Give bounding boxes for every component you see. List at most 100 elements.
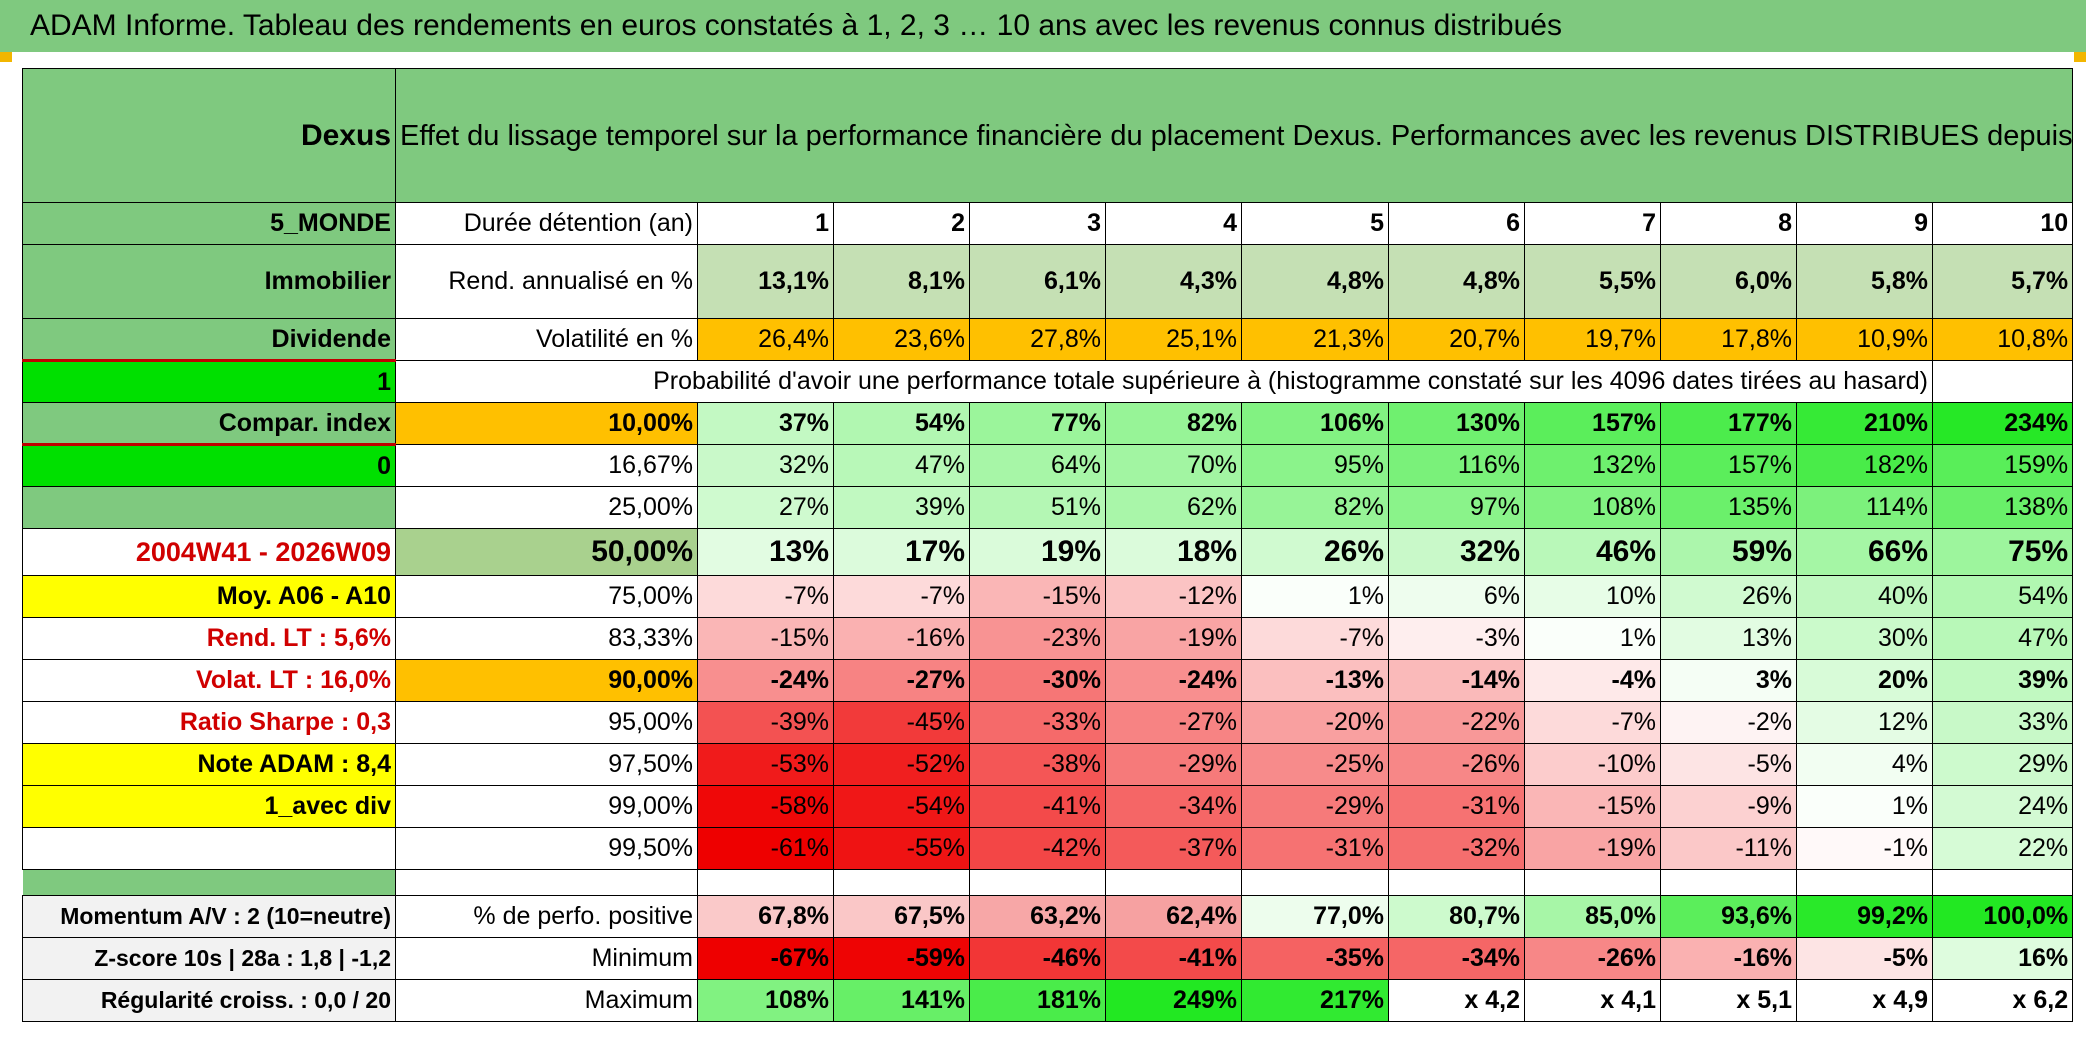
- prob-value: 19%: [969, 528, 1106, 576]
- category-label: Immobilier: [22, 244, 396, 319]
- prob-value: -15%: [697, 617, 834, 660]
- prob-value: 27%: [697, 486, 834, 529]
- prob-value: -29%: [1241, 785, 1389, 828]
- probability-level: 75,00%: [395, 575, 698, 618]
- prob-value: -58%: [697, 785, 834, 828]
- rend-label: Rend. annualisé en %: [395, 244, 698, 319]
- min-cell: -34%: [1388, 937, 1525, 980]
- left-label: Volat. LT : 16,0%: [22, 659, 396, 702]
- separator-cell: [969, 869, 1106, 896]
- min-cell: -59%: [833, 937, 970, 980]
- left-label: Note ADAM : 8,4: [22, 743, 396, 786]
- left-label: 2004W41 - 2026W09: [22, 528, 396, 576]
- left-label: 0: [22, 443, 396, 487]
- rend-cell: 6,1%: [969, 244, 1106, 319]
- prob-value: -33%: [969, 701, 1106, 744]
- prob-value: -15%: [1524, 785, 1661, 828]
- rend-cell: 6,0%: [1660, 244, 1797, 319]
- year-header: 5: [1241, 202, 1389, 245]
- pos-label: % de perfo. positive: [395, 895, 698, 938]
- prob-value: -24%: [697, 659, 834, 702]
- prob-value: -25%: [1241, 743, 1389, 786]
- prob-value: -12%: [1105, 575, 1242, 618]
- prob-value: 77%: [969, 402, 1106, 445]
- probability-level: 99,50%: [395, 827, 698, 870]
- year-header: 2: [833, 202, 970, 245]
- vol-cell: 20,7%: [1388, 318, 1525, 361]
- prob-value: 177%: [1660, 402, 1797, 445]
- probability-level: 99,00%: [395, 785, 698, 828]
- rend-cell: 4,8%: [1388, 244, 1525, 319]
- rend-cell: 5,7%: [1931, 244, 2074, 319]
- rend-cell: 8,1%: [833, 244, 970, 319]
- prob-value: 97%: [1388, 486, 1525, 529]
- flag-cell: 1: [22, 359, 396, 403]
- min-cell: -26%: [1524, 937, 1661, 980]
- left-label: 1_avec div: [22, 785, 396, 828]
- year-header: 3: [969, 202, 1106, 245]
- year-header: 9: [1796, 202, 1933, 245]
- prob-caption: Probabilité d'avoir une performance tota…: [395, 360, 1933, 403]
- prob-value: 106%: [1241, 402, 1389, 445]
- year-header: 6: [1388, 202, 1525, 245]
- prob-value: 40%: [1796, 575, 1933, 618]
- prob-value: 47%: [1931, 617, 2074, 660]
- min-label: Minimum: [395, 937, 698, 980]
- prob-value: 32%: [697, 444, 834, 487]
- prob-value: -13%: [1241, 659, 1389, 702]
- probability-level: 95,00%: [395, 701, 698, 744]
- separator-cell: [1388, 869, 1525, 896]
- prob-value: -9%: [1660, 785, 1797, 828]
- prob-value: -14%: [1388, 659, 1525, 702]
- max-cell: x 4,9: [1796, 979, 1933, 1022]
- probability-level: 90,00%: [395, 659, 698, 702]
- separator-cell: [1105, 869, 1242, 896]
- separator-cell: [1796, 869, 1933, 896]
- prob-value: -52%: [833, 743, 970, 786]
- prob-value: -61%: [697, 827, 834, 870]
- prob-value: -15%: [969, 575, 1106, 618]
- max-cell: x 6,2: [1931, 979, 2074, 1022]
- left-label: Moy. A06 - A10: [22, 575, 396, 618]
- min-cell: -35%: [1241, 937, 1389, 980]
- pos-cell: 100,0%: [1931, 895, 2074, 938]
- distribution-label: Dividende: [22, 318, 396, 361]
- prob-value: 10%: [1524, 575, 1661, 618]
- prob-value: 54%: [1931, 575, 2074, 618]
- vol-cell: 19,7%: [1524, 318, 1661, 361]
- prob-value: 138%: [1931, 486, 2074, 529]
- min-cell: -46%: [969, 937, 1106, 980]
- rend-cell: 13,1%: [697, 244, 834, 319]
- prob-value: -7%: [833, 575, 970, 618]
- max-cell: x 5,1: [1660, 979, 1797, 1022]
- prob-value: 20%: [1796, 659, 1933, 702]
- pos-cell: 85,0%: [1524, 895, 1661, 938]
- separator-cell: [1241, 869, 1389, 896]
- prob-value: 159%: [1931, 444, 2074, 487]
- prob-value: 37%: [697, 402, 834, 445]
- min-cell: -16%: [1660, 937, 1797, 980]
- duration-label: Durée détention (an): [395, 202, 698, 245]
- probability-level: 10,00%: [395, 402, 698, 445]
- empty-cell: [22, 827, 396, 870]
- prob-value: 62%: [1105, 486, 1242, 529]
- prob-value: 13%: [1660, 617, 1797, 660]
- rend-cell: 4,8%: [1241, 244, 1389, 319]
- prob-value: -1%: [1796, 827, 1933, 870]
- prob-value: -45%: [833, 701, 970, 744]
- prob-value: -54%: [833, 785, 970, 828]
- vol-cell: 21,3%: [1241, 318, 1389, 361]
- rend-cell: 4,3%: [1105, 244, 1242, 319]
- pos-cell: 67,5%: [833, 895, 970, 938]
- prob-value: 130%: [1388, 402, 1525, 445]
- prob-value: 4%: [1796, 743, 1933, 786]
- prob-value: 26%: [1241, 528, 1389, 576]
- fund-name: Dexus: [22, 68, 396, 203]
- prob-value: -23%: [969, 617, 1106, 660]
- prob-value: 1%: [1796, 785, 1933, 828]
- vol-cell: 10,9%: [1796, 318, 1933, 361]
- prob-value: -4%: [1524, 659, 1661, 702]
- prob-value: 157%: [1660, 444, 1797, 487]
- momentum-label: Momentum A/V : 2 (10=neutre): [22, 895, 396, 938]
- vol-cell: 17,8%: [1660, 318, 1797, 361]
